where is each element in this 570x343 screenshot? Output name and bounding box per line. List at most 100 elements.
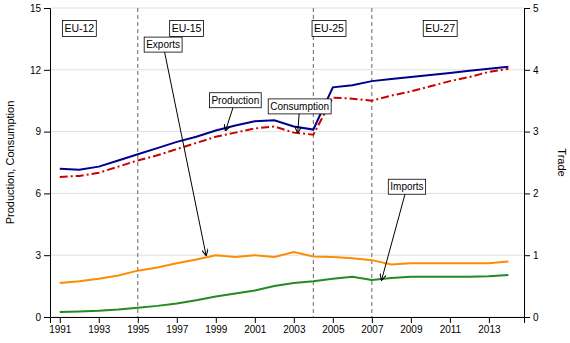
x-tick: 2013	[478, 317, 501, 335]
y2-tick-label: 1	[533, 250, 539, 261]
grid	[50, 8, 524, 317]
y2-tick: 0	[524, 312, 539, 323]
x-tick-mark	[177, 317, 178, 323]
annotations: EU-12EU-15EU-25EU-27ProductionConsumptio…	[62, 20, 457, 280]
annotation-text: EU-12	[64, 22, 94, 34]
x-tick-label: 1995	[127, 324, 150, 335]
x-tick-mark	[450, 317, 451, 323]
y2-tick: 2	[524, 188, 539, 199]
y-tick-mark	[44, 193, 50, 194]
y2-tick: 5	[524, 3, 539, 14]
y-tick-mark	[44, 8, 50, 9]
x-tick-mark	[411, 317, 412, 323]
annotation: EU-25	[312, 20, 346, 36]
y2-tick: 4	[524, 65, 539, 76]
x-tick: 1995	[127, 317, 150, 335]
y2-axis: 0 1 2 3 4 5	[524, 3, 539, 323]
annotation-text: Imports	[390, 181, 423, 192]
x-tick-mark	[489, 317, 490, 323]
annotation-arrow	[163, 45, 206, 255]
y-axis-title: Production, Consumption	[4, 101, 16, 225]
y2-tick-label: 4	[533, 65, 539, 76]
annotation-box	[268, 99, 331, 114]
x-tick-label: 1999	[205, 324, 228, 335]
y2-tick-mark	[524, 255, 530, 256]
annotation-text: Production	[211, 95, 259, 106]
x-tick-label: 2003	[283, 324, 306, 335]
annotation-text: Exports	[146, 39, 180, 50]
annotation: Imports	[382, 179, 426, 280]
x-tick-mark	[372, 317, 373, 323]
annotation-text: EU-27	[425, 22, 455, 34]
annotation-box	[144, 37, 182, 52]
y-tick: 0	[35, 312, 50, 323]
y2-tick-label: 3	[533, 126, 539, 137]
annotation-text: EU-25	[314, 22, 344, 34]
y-tick: 12	[30, 65, 50, 76]
x-tick-mark	[99, 317, 100, 323]
x-tick: 2003	[283, 317, 306, 335]
annotation-arrow	[382, 187, 407, 280]
y-tick-label: 12	[30, 65, 42, 76]
series-line	[60, 67, 509, 170]
x-tick-label: 2005	[322, 324, 345, 335]
x-tick: 1993	[88, 317, 111, 335]
x-tick-label: 2011	[440, 324, 462, 335]
plot: 1991199319951997199920012003200520072009…	[4, 3, 568, 335]
grid-line	[50, 193, 524, 194]
y-tick-label: 3	[35, 250, 41, 261]
annotation-box	[170, 20, 204, 36]
grid-line	[50, 8, 524, 9]
x-tick-label: 2007	[361, 324, 384, 335]
y2-tick-label: 2	[533, 188, 539, 199]
x-tick-mark	[294, 317, 295, 323]
annotation-box	[62, 20, 96, 36]
y2-tick: 3	[524, 126, 539, 137]
annotation: Exports	[144, 37, 206, 255]
grid-line	[50, 69, 524, 70]
x-tick-label: 2001	[244, 324, 267, 335]
y-tick-label: 15	[30, 3, 42, 14]
y-tick-mark	[44, 70, 50, 71]
annotation-box	[388, 179, 425, 194]
marks	[60, 8, 509, 317]
y2-tick-mark	[524, 132, 530, 133]
axis-line	[51, 318, 525, 324]
x-tick: 1999	[205, 317, 228, 335]
y2-tick: 1	[524, 250, 539, 261]
x-tick-mark	[138, 317, 139, 323]
annotation-text: Consumption	[270, 101, 329, 112]
y-tick: 15	[30, 3, 50, 14]
y-tick-mark	[44, 255, 50, 256]
axis-line	[44, 9, 51, 318]
x-tick-label: 2009	[400, 324, 423, 335]
axis-line	[525, 9, 531, 318]
y2-tick-label: 5	[533, 3, 539, 14]
y-tick: 3	[35, 250, 50, 261]
annotation: Production	[209, 93, 261, 131]
y-tick-label: 6	[35, 188, 41, 199]
grid-line	[50, 131, 524, 132]
y-tick-label: 0	[35, 312, 41, 323]
y-tick: 6	[35, 188, 50, 199]
y2-tick-mark	[524, 317, 530, 318]
annotation: EU-27	[423, 20, 457, 36]
x-tick: 2011	[440, 317, 462, 335]
x-tick-label: 2013	[478, 324, 501, 335]
y-axis: 0 3 6 9 12 15	[30, 3, 51, 323]
y2-tick-mark	[524, 70, 530, 71]
y-tick: 9	[35, 126, 50, 137]
y2-tick-label: 0	[533, 312, 539, 323]
y-tick-mark	[44, 132, 50, 133]
series-line	[60, 252, 509, 283]
division-line	[313, 8, 314, 317]
x-tick-label: 1991	[49, 324, 72, 335]
x-tick-mark	[333, 317, 334, 323]
x-tick: 1991	[49, 317, 72, 335]
x-tick-label: 1993	[88, 324, 111, 335]
x-tick-label: 1997	[166, 324, 189, 335]
x-tick: 2007	[361, 317, 384, 335]
x-tick: 2009	[400, 317, 423, 335]
series-line	[60, 275, 509, 312]
x-tick-mark	[60, 317, 61, 323]
